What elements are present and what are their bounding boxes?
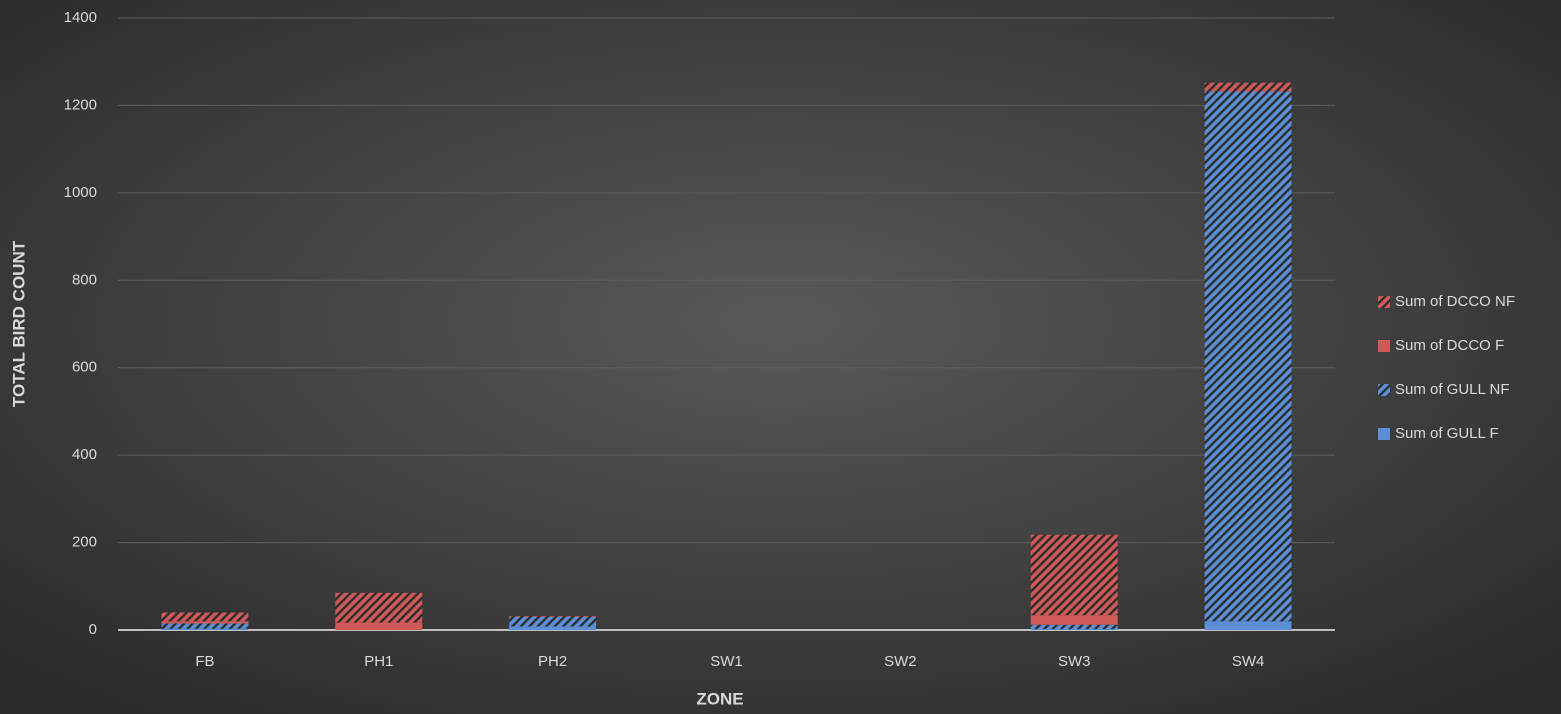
bar-segment [1204, 91, 1292, 622]
legend-label: Sum of GULL NF [1395, 381, 1509, 398]
legend-label: Sum of DCCO F [1395, 337, 1504, 354]
legend-swatch [1378, 428, 1390, 440]
legend-label: Sum of DCCO NF [1395, 293, 1515, 310]
x-tick-label: PH1 [364, 653, 393, 670]
y-tick-label: 1200 [64, 96, 97, 113]
bar-segment [161, 623, 249, 629]
x-tick-label: SW3 [1058, 653, 1091, 670]
bar-segment [335, 622, 423, 630]
y-tick-label: 200 [72, 534, 97, 551]
legend-swatch [1378, 384, 1390, 396]
bar-segment [509, 616, 597, 617]
bar-segment [1030, 624, 1118, 630]
y-tick-label: 600 [72, 359, 97, 376]
bar-segment [161, 621, 249, 624]
legend-label: Sum of GULL F [1395, 425, 1499, 442]
x-tick-label: FB [195, 653, 214, 670]
bar-segment [335, 592, 423, 623]
bar-segment [1030, 629, 1118, 630]
bar-segment [509, 626, 597, 630]
x-tick-label: SW4 [1232, 653, 1265, 670]
y-tick-label: 400 [72, 446, 97, 463]
legend-swatch [1378, 340, 1390, 352]
y-tick-label: 1000 [64, 184, 97, 201]
bar-segment [1204, 82, 1292, 92]
x-tick-label: PH2 [538, 653, 567, 670]
x-tick-label: SW1 [710, 653, 743, 670]
x-axis-title: ZONE [696, 689, 743, 708]
bar-segment [1030, 534, 1118, 616]
bar-segment [509, 616, 597, 627]
y-tick-label: 800 [72, 271, 97, 288]
y-tick-label: 1400 [64, 9, 97, 26]
bar-segment [161, 612, 249, 622]
x-tick-label: SW2 [884, 653, 917, 670]
y-axis-title: TOTAL BIRD COUNT [9, 240, 28, 407]
legend-swatch [1378, 296, 1390, 308]
bar-segment [1030, 615, 1118, 625]
bar-segment [161, 628, 249, 630]
y-tick-label: 0 [89, 621, 97, 638]
bar-segment [1204, 621, 1292, 630]
